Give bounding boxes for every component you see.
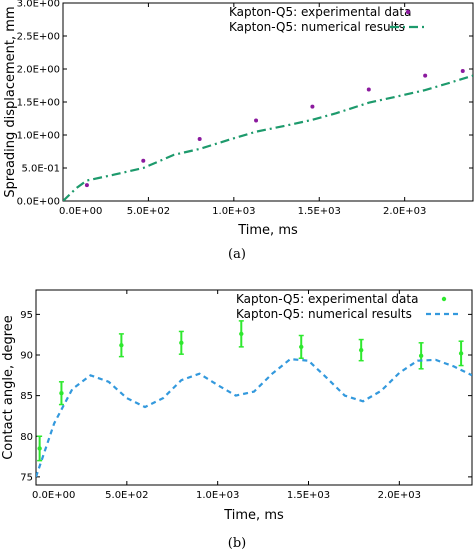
y-tick-label: 80	[20, 432, 33, 443]
y-tick-label: 5.0E-01	[21, 164, 60, 175]
y-tick-label: 75	[20, 472, 33, 483]
y-tick-label: 3.0E+00	[17, 0, 60, 10]
figure-caption: (a)	[228, 247, 246, 262]
x-tick-label: 2.0E+03	[378, 490, 421, 501]
data-point	[119, 343, 124, 348]
data-point	[59, 390, 64, 396]
y-tick-label: 85	[20, 391, 33, 402]
x-tick-label: 5.0E+02	[105, 490, 148, 501]
legend-marker-swatch	[441, 296, 447, 302]
data-layer	[36, 320, 472, 478]
data-layer	[63, 68, 473, 201]
x-tick-label: 5.0E+02	[127, 206, 170, 217]
x-tick-label: 1.5E+03	[298, 206, 341, 217]
series-line	[36, 357, 472, 478]
x-tick-label: 0.0E+00	[59, 206, 102, 217]
y-tick-label: 90	[20, 351, 33, 362]
x-axis-label: Time, ms	[223, 508, 284, 523]
data-point	[358, 347, 364, 353]
x-tick-label: 1.5E+03	[287, 490, 330, 501]
x-axis-label: Time, ms	[237, 223, 298, 238]
data-point	[239, 331, 244, 337]
plot-frame	[35, 289, 473, 486]
legend-label: Kapton-Q5: numerical results	[229, 20, 405, 34]
y-tick-label: 2.0E+00	[17, 65, 60, 76]
legend-marker-swatch	[405, 9, 411, 15]
data-point	[254, 118, 259, 123]
data-point	[141, 158, 146, 163]
data-point	[423, 73, 428, 78]
y-tick-label: 0.0E+00	[17, 197, 60, 208]
data-point	[366, 87, 371, 92]
data-point	[458, 351, 464, 356]
y-tick-label: 1.5E+00	[17, 98, 60, 109]
x-tick-label: 2.0E+03	[383, 206, 426, 217]
legend-label: Kapton-Q5: numerical results	[236, 307, 412, 321]
x-tick-label: 1.0E+03	[196, 490, 239, 501]
chart-a: 0.0E+00 5.0E+02 1.0E+03 1.5E+03 2.0E+03 0.0E+…	[3, 0, 474, 262]
data-point	[84, 183, 89, 188]
y-tick-label: 95	[20, 310, 33, 321]
x-tick-label: 1.0E+03	[212, 206, 255, 217]
data-point	[460, 68, 465, 73]
y-tick-label: 2.5E+00	[17, 32, 60, 43]
y-tick-label: 1.0E+00	[17, 131, 60, 142]
data-point	[418, 353, 424, 359]
data-point	[37, 446, 42, 451]
chart-b: 0.0E+00 5.0E+02 1.0E+03 1.5E+03 2.0E+03 75 80 8…	[1, 289, 473, 551]
figure-caption: (b)	[228, 536, 246, 551]
y-axis-label: Spreading displacement, mm	[3, 6, 18, 197]
series-line	[63, 74, 473, 201]
data-point	[310, 104, 315, 109]
legend-label: Kapton-Q5: experimental data	[236, 292, 418, 306]
data-point	[179, 340, 184, 346]
x-tick-label: 0.0E+00	[32, 490, 75, 501]
legend-label: Kapton-Q5: experimental data	[229, 5, 411, 19]
data-point	[197, 136, 202, 141]
y-axis-label: Contact angle, degree	[1, 315, 16, 460]
data-point	[299, 344, 304, 350]
